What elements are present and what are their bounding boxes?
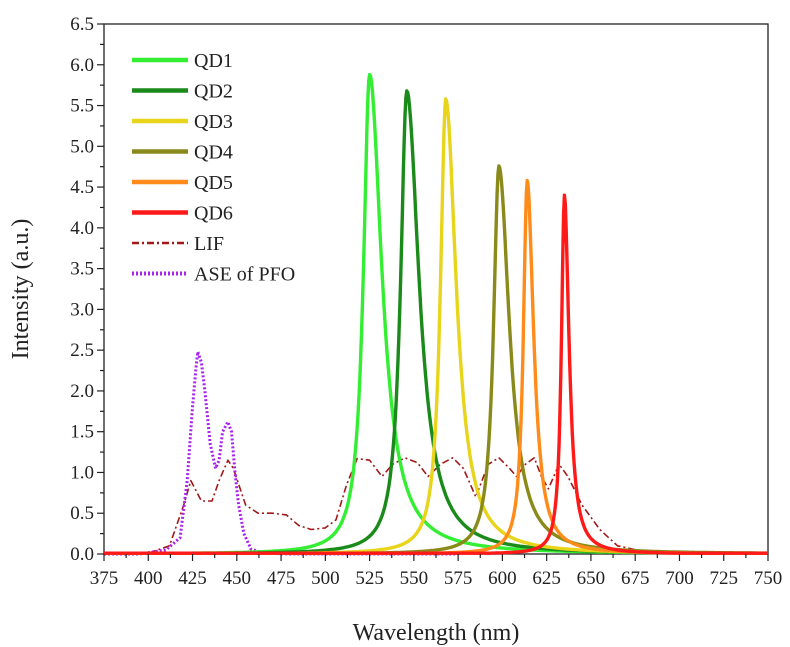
y-axis-title: Intensity (a.u.) bbox=[8, 219, 34, 360]
x-tick-label: 450 bbox=[223, 568, 252, 589]
x-axis-ticks: 375 400 425 450 475 500 525 550 575 600 625 650 675 7… bbox=[90, 554, 783, 589]
plot-frame bbox=[103, 23, 769, 555]
y-tick-label: 2.0 bbox=[70, 381, 94, 402]
series-line-lif bbox=[103, 457, 769, 555]
y-tick-label: 1.5 bbox=[70, 422, 94, 443]
x-axis-title: Wavelength (nm) bbox=[353, 620, 520, 646]
plot-area: 375 400 425 450 475 500 525 550 575 600 625 650 675 7… bbox=[70, 14, 782, 589]
y-tick-label: 6.0 bbox=[70, 55, 94, 76]
x-tick-label: 375 bbox=[90, 568, 119, 589]
x-tick-label: 650 bbox=[577, 568, 606, 589]
y-tick-label: 4.5 bbox=[70, 177, 94, 198]
x-tick-label: 600 bbox=[488, 568, 517, 589]
legend-label: QD6 bbox=[194, 203, 233, 225]
y-tick-label: 6.5 bbox=[70, 14, 94, 35]
series-line-qd3 bbox=[103, 97, 769, 555]
y-tick-label: 5.0 bbox=[70, 136, 94, 157]
y-tick-label: 1.0 bbox=[70, 462, 94, 483]
x-tick-label: 500 bbox=[311, 568, 340, 589]
legend-label: QD4 bbox=[194, 142, 233, 164]
y-tick-label: 2.5 bbox=[70, 340, 94, 361]
legend-label: LIF bbox=[194, 233, 224, 255]
y-tick-label: 3.0 bbox=[70, 299, 94, 320]
y-tick-label: 5.5 bbox=[70, 96, 94, 117]
series-line-qd6 bbox=[103, 193, 769, 555]
x-tick-label: 400 bbox=[134, 568, 163, 589]
x-tick-label: 550 bbox=[400, 568, 429, 589]
x-tick-label: 675 bbox=[621, 568, 650, 589]
y-tick-label: 4.0 bbox=[70, 218, 94, 239]
legend-label: QD3 bbox=[194, 111, 233, 133]
x-tick-label: 750 bbox=[754, 568, 783, 589]
x-tick-label: 700 bbox=[665, 568, 694, 589]
y-axis-ticks: 0.0 0.5 1.0 1.5 2.0 2.5 3.0 3.5 4.0 4.5 5.0 5.5 6.0 6… bbox=[70, 14, 104, 565]
x-tick-label: 525 bbox=[355, 568, 384, 589]
y-tick-label: 3.5 bbox=[70, 259, 94, 280]
legend: QD1 QD2 QD3 QD4 QD5 QD6 LIF ASE of PFO bbox=[132, 50, 295, 286]
x-tick-label: 575 bbox=[444, 568, 473, 589]
x-tick-label: 625 bbox=[532, 568, 561, 589]
y-tick-label: 0.5 bbox=[70, 503, 94, 524]
legend-label: QD5 bbox=[194, 172, 233, 194]
legend-label: QD1 bbox=[194, 50, 233, 72]
x-tick-label: 475 bbox=[267, 568, 296, 589]
x-tick-label: 425 bbox=[178, 568, 207, 589]
y-tick-label: 0.0 bbox=[70, 544, 94, 565]
legend-label: ASE of PFO bbox=[194, 264, 295, 286]
series-layer bbox=[103, 72, 769, 556]
series-line-ase-of-pfo bbox=[104, 350, 459, 556]
x-tick-label: 725 bbox=[709, 568, 738, 589]
legend-label: QD2 bbox=[194, 81, 233, 103]
